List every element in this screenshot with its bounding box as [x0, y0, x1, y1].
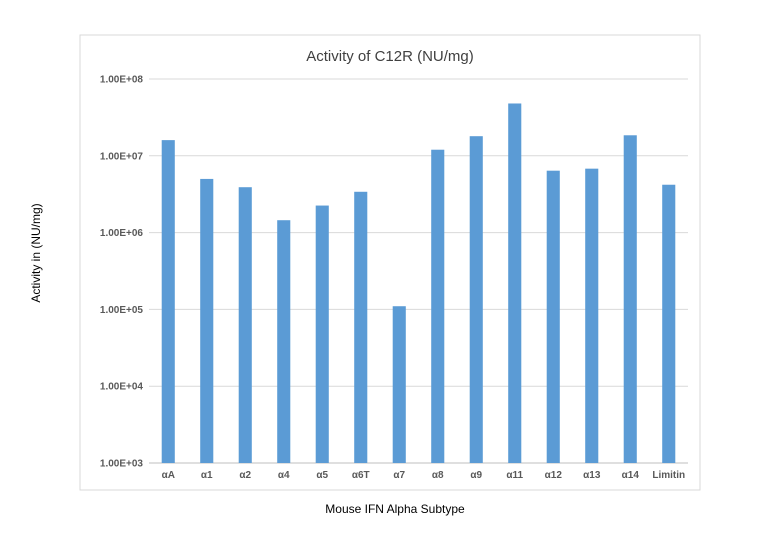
x-tick-label: α1 — [201, 470, 213, 481]
y-axis-title: Activity in (NU/mg) — [29, 203, 43, 302]
y-tick-label: 1.00E+08 — [100, 75, 144, 86]
bar — [623, 135, 637, 464]
bar — [431, 149, 445, 464]
bar — [277, 220, 291, 463]
x-tick-label: α12 — [545, 470, 563, 481]
x-tick-label: α4 — [278, 470, 290, 481]
x-tick-label: α11 — [506, 470, 523, 481]
bar — [546, 170, 560, 464]
y-axis-ticks: 1.00E+03 1.00E+04 1.00E+05 1.00E+06 1.00E+07… — [100, 75, 144, 470]
bar — [161, 140, 175, 463]
bar — [200, 178, 214, 463]
bar — [585, 168, 599, 463]
y-tick-label: 1.00E+05 — [100, 305, 144, 316]
bar — [508, 103, 522, 463]
x-tick-label: αA — [162, 470, 175, 481]
y-tick-label: 1.00E+06 — [100, 228, 144, 239]
x-tick-label: α14 — [622, 470, 640, 481]
x-tick-label: Limitin — [652, 470, 685, 481]
x-tick-label: α7 — [393, 470, 405, 481]
bar — [392, 306, 406, 463]
y-tick-label: 1.00E+04 — [100, 382, 144, 393]
bar — [354, 191, 368, 464]
bar — [315, 205, 329, 464]
bar — [662, 184, 676, 464]
x-tick-label: α9 — [470, 470, 482, 481]
bars — [161, 103, 676, 464]
x-tick-label: α5 — [316, 470, 328, 481]
x-tick-label: α13 — [583, 470, 601, 481]
x-tick-label: α8 — [432, 470, 444, 481]
x-tick-label: α6T — [352, 470, 370, 481]
x-axis-title: Mouse IFN Alpha Subtype — [325, 502, 465, 516]
y-tick-label: 1.00E+03 — [100, 459, 144, 470]
bar — [469, 136, 483, 463]
chart-title: Activity of C12R (NU/mg) — [306, 48, 474, 65]
y-tick-label: 1.00E+07 — [100, 151, 144, 162]
x-tick-label: α2 — [239, 470, 251, 481]
x-axis-ticks: αA α1 α2 α4 α5 α6T α7 α8 α9 α11 α12 α13 α14 Limitin — [162, 470, 686, 481]
bar — [238, 187, 252, 463]
